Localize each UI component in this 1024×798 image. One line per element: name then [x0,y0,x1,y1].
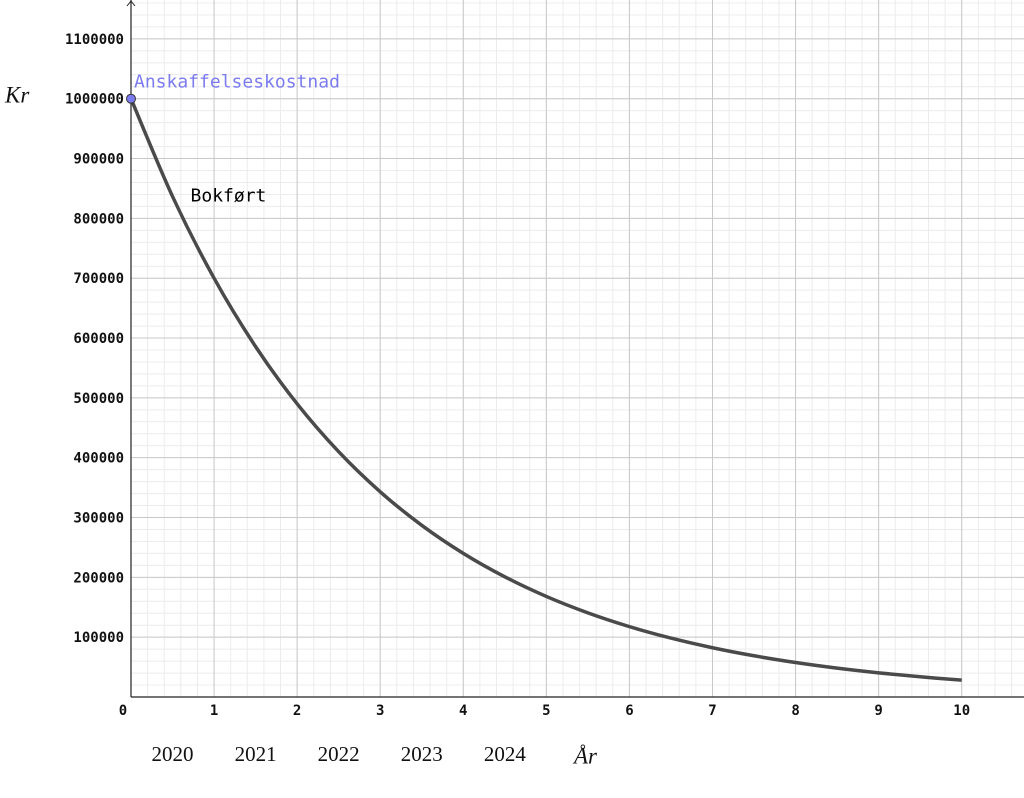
y-tick-label: 1100000 [65,32,124,48]
x-tick-label: 0 [119,703,127,719]
y-tick-label: 200000 [73,570,124,586]
point [126,93,136,104]
y-tick-label: 1000000 [65,92,124,108]
year-label: 2020 [152,742,194,766]
x-tick-label: 6 [625,703,633,719]
x-tick-label: 4 [459,703,467,719]
y-tick-label: 300000 [73,511,124,527]
y-tick-label: 100000 [73,630,124,646]
x-tick-label: 8 [791,703,799,719]
x-tick-label: 3 [376,703,384,719]
x-tick-label: 1 [210,703,218,719]
point-label: Anskaffelseskostnad [134,72,340,93]
year-label: 2024 [484,742,527,766]
x-tick-label: 7 [708,703,716,719]
y-tick-label: 400000 [73,451,124,467]
x-tick-label: 9 [874,703,882,719]
y-tick-label: 500000 [73,391,124,407]
y-tick-label: 800000 [73,211,124,227]
y-axis-label: Kr [4,82,30,107]
x-tick-label: 5 [542,703,550,719]
year-label: 2023 [401,742,443,766]
line [129,98,962,682]
y-tick-label: 900000 [73,152,124,168]
minor-grid [130,0,1024,698]
y-axis-arrow [126,0,136,7]
series-label: Bokført [191,185,267,206]
year-label: 2021 [235,742,277,766]
x-axis-label: År [572,743,598,768]
major-grid [130,0,1024,697]
year-label: 2022 [318,742,360,766]
plot: Bokført Anskaffelseskostnad [126,0,1024,698]
y-tick-label: 700000 [73,271,124,287]
x-tick-label: 10 [953,703,970,719]
y-tick-label: 600000 [73,331,124,347]
x-tick-label: 2 [293,703,301,719]
